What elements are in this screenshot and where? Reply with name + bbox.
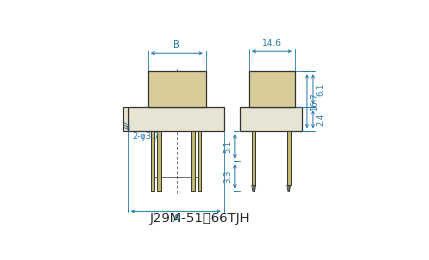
- Text: 2.4: 2.4: [316, 113, 325, 126]
- Bar: [249, 71, 295, 107]
- Bar: [124, 107, 128, 131]
- Bar: [128, 107, 224, 131]
- Text: A: A: [172, 214, 179, 224]
- Text: B: B: [173, 40, 180, 50]
- Text: J29M-51、66TJH: J29M-51、66TJH: [150, 212, 250, 225]
- Text: 16.7: 16.7: [310, 92, 319, 110]
- Bar: [198, 131, 202, 191]
- Text: 14.6: 14.6: [262, 39, 282, 48]
- Bar: [287, 131, 290, 185]
- Bar: [191, 131, 195, 191]
- Bar: [157, 131, 160, 191]
- Text: 6.1: 6.1: [316, 83, 325, 96]
- Bar: [151, 131, 154, 191]
- Text: 2-φ3.7: 2-φ3.7: [133, 132, 160, 141]
- Text: 3.3: 3.3: [223, 170, 232, 183]
- Bar: [240, 107, 302, 131]
- Bar: [252, 131, 256, 185]
- Text: 5.1: 5.1: [223, 140, 232, 153]
- Bar: [148, 71, 206, 107]
